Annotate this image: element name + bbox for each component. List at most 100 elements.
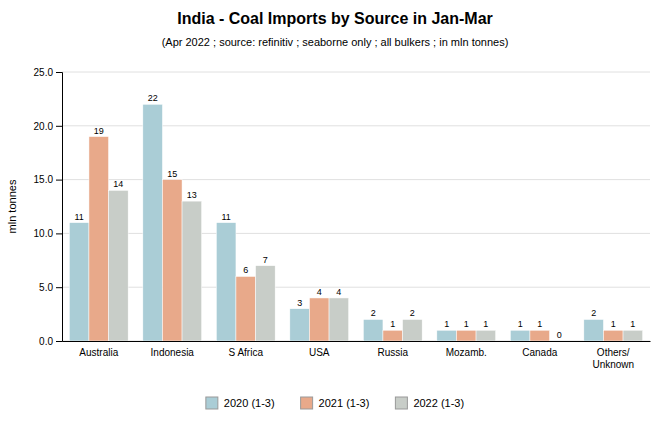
bar bbox=[143, 104, 163, 341]
bar bbox=[89, 137, 109, 341]
data-label: 1 bbox=[444, 319, 449, 329]
legend-label: 2021 (1-3) bbox=[319, 397, 370, 409]
bar bbox=[584, 319, 604, 341]
x-tick: Russia bbox=[377, 347, 408, 358]
data-label: 2 bbox=[371, 308, 376, 318]
x-tick: Others/Unknown bbox=[592, 347, 634, 370]
bar-series bbox=[69, 104, 603, 341]
x-tick: Australia bbox=[79, 347, 118, 358]
y-tick-mark bbox=[56, 233, 62, 234]
data-label: 1 bbox=[518, 319, 523, 329]
bar bbox=[383, 330, 403, 341]
y-tick: 10.0 bbox=[34, 228, 62, 239]
data-label: 13 bbox=[187, 190, 197, 200]
data-label: 4 bbox=[336, 287, 341, 297]
data-label: 6 bbox=[243, 265, 248, 275]
bar bbox=[236, 276, 256, 341]
x-tick-label: Mozamb. bbox=[446, 347, 487, 358]
bar bbox=[510, 330, 530, 341]
x-tick-label: Indonesia bbox=[151, 347, 195, 358]
x-tick-label: S Africa bbox=[229, 347, 264, 358]
y-axis: 0.0 5.0 10.0 15.0 20.0 25.0 bbox=[34, 67, 63, 347]
legend-label: 2022 (1-3) bbox=[413, 397, 464, 409]
data-label: 1 bbox=[483, 319, 488, 329]
data-label: 11 bbox=[74, 212, 83, 222]
x-tick: Indonesia bbox=[151, 347, 195, 358]
bar-series bbox=[89, 137, 623, 341]
bar bbox=[290, 309, 310, 341]
data-label: 1 bbox=[630, 319, 635, 329]
x-axis: Australia Indonesia S Africa USA Russia Mozam… bbox=[63, 342, 651, 370]
legend-item: 2021 (1-3) bbox=[301, 397, 370, 409]
x-tick: USA bbox=[309, 347, 330, 358]
y-tick-mark bbox=[56, 126, 62, 127]
bar bbox=[109, 190, 129, 341]
legend: 2020 (1-3) 2021 (1-3) 2022 (1-3) bbox=[206, 397, 464, 409]
x-tick-label: Australia bbox=[79, 347, 118, 358]
x-tick: S Africa bbox=[229, 347, 264, 358]
y-tick-label: 5.0 bbox=[39, 282, 53, 293]
data-label: 7 bbox=[263, 255, 268, 265]
bar bbox=[69, 223, 89, 341]
chart: India - Coal Imports by Source in Jan-Ma… bbox=[0, 0, 670, 423]
data-label: 1 bbox=[611, 319, 616, 329]
grid-line bbox=[62, 72, 650, 73]
x-tick-label: Canada bbox=[522, 347, 557, 358]
y-tick-mark bbox=[56, 341, 62, 342]
data-label: 22 bbox=[148, 93, 158, 103]
y-tick: 0.0 bbox=[39, 336, 62, 347]
y-tick-label: 20.0 bbox=[34, 121, 54, 132]
data-label: 3 bbox=[297, 298, 302, 308]
y-tick: 15.0 bbox=[34, 174, 62, 185]
bar bbox=[456, 330, 476, 341]
y-tick: 20.0 bbox=[34, 121, 62, 132]
legend-swatch bbox=[395, 397, 407, 409]
y-tick: 25.0 bbox=[34, 67, 62, 78]
data-label: 1 bbox=[464, 319, 469, 329]
data-label: 15 bbox=[167, 169, 177, 179]
y-axis-line bbox=[56, 73, 63, 342]
x-tick-label: Russia bbox=[377, 347, 408, 358]
data-label: 14 bbox=[113, 179, 123, 189]
bar bbox=[309, 298, 329, 341]
grid bbox=[62, 72, 650, 341]
legend-item: 2022 (1-3) bbox=[395, 397, 464, 409]
legend-swatch bbox=[206, 397, 218, 409]
legend-swatch bbox=[301, 397, 313, 409]
data-label: 0 bbox=[557, 330, 562, 340]
y-axis-title: mln tonnes bbox=[6, 179, 18, 233]
y-tick-label: 25.0 bbox=[34, 67, 54, 78]
data-label: 19 bbox=[94, 126, 104, 136]
bar bbox=[476, 330, 496, 341]
subtitle: (Apr 2022 ; source: refinitiv ; seaborne… bbox=[162, 36, 509, 48]
y-tick-label: 0.0 bbox=[39, 336, 53, 347]
bar bbox=[363, 319, 383, 341]
bar bbox=[182, 201, 202, 341]
legend-label: 2020 (1-3) bbox=[224, 397, 275, 409]
data-label: 1 bbox=[390, 319, 395, 329]
y-tick-label: 15.0 bbox=[34, 174, 54, 185]
x-tick: Mozamb. bbox=[446, 347, 487, 358]
bar bbox=[550, 341, 570, 342]
bar bbox=[603, 330, 623, 341]
x-tick-label: Others/Unknown bbox=[592, 347, 634, 370]
bar bbox=[256, 266, 276, 341]
bar bbox=[329, 298, 349, 341]
y-tick-mark bbox=[56, 180, 62, 181]
data-label: 11 bbox=[221, 212, 230, 222]
data-label: 2 bbox=[591, 308, 596, 318]
bar-series bbox=[109, 190, 643, 341]
legend-item: 2020 (1-3) bbox=[206, 397, 275, 409]
y-tick-mark bbox=[56, 287, 62, 288]
x-tick-label-line: Unknown bbox=[592, 359, 634, 370]
plot: 11221132112191564111114137421010.05.010.… bbox=[34, 67, 651, 370]
x-axis-line bbox=[63, 341, 651, 342]
bars bbox=[69, 104, 642, 341]
x-tick: Canada bbox=[522, 347, 557, 358]
data-label: 2 bbox=[410, 308, 415, 318]
bar bbox=[437, 330, 457, 341]
bar bbox=[403, 319, 423, 341]
bar bbox=[530, 330, 550, 341]
bar bbox=[216, 223, 236, 341]
x-tick-label-line: Others/ bbox=[597, 347, 630, 358]
